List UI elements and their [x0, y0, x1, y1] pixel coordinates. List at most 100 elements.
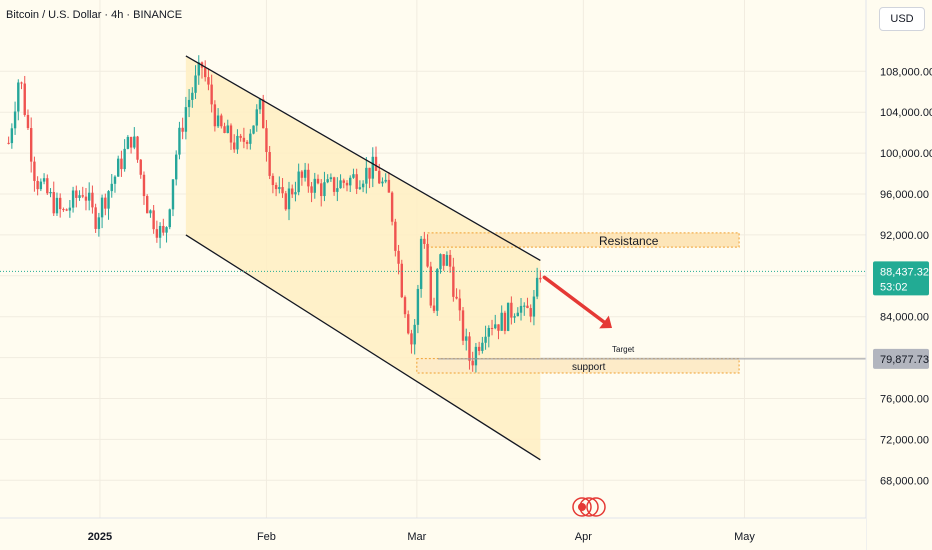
candle-body	[81, 195, 84, 197]
candle-body	[271, 175, 275, 186]
candle-body	[242, 137, 246, 142]
x-tick-label: 2025	[88, 531, 112, 543]
candle-body	[100, 197, 104, 218]
candle-body	[178, 127, 181, 155]
candle-body	[326, 179, 329, 183]
candle-body	[506, 302, 510, 331]
candle-body	[400, 263, 403, 298]
candle-body	[336, 188, 339, 192]
candle-body	[97, 217, 101, 229]
candle-body	[390, 192, 394, 222]
candle-body	[474, 346, 478, 366]
candle-body	[423, 238, 426, 244]
candle-body	[510, 302, 513, 318]
candle-body	[374, 156, 378, 171]
target-price-value: 79,877.73	[880, 354, 929, 366]
candle-body	[265, 128, 268, 153]
candle-body	[320, 183, 323, 197]
candle-body	[258, 99, 262, 110]
candle-body	[210, 84, 213, 105]
candle-body	[378, 170, 381, 184]
candle-body	[529, 308, 532, 317]
candle-body	[287, 188, 291, 210]
candle-body	[281, 187, 284, 194]
candle-body	[361, 183, 365, 188]
candle-body	[523, 305, 526, 307]
y-tick-label: 96,000.00	[880, 189, 929, 201]
candle-body	[10, 128, 14, 144]
candle-body	[397, 250, 400, 264]
candle-body	[84, 196, 88, 201]
target-price-badge: 79,877.73	[873, 348, 929, 369]
candle-body	[39, 181, 43, 190]
candle-body	[539, 277, 542, 280]
candle-body	[342, 180, 345, 183]
candle-body	[458, 298, 461, 311]
candle-body	[58, 197, 62, 210]
resistance-zone[interactable]	[427, 232, 740, 248]
candle-body	[181, 127, 184, 132]
watermark-logo-icon	[572, 497, 606, 517]
candle-body	[107, 191, 110, 209]
candle-body	[62, 209, 65, 211]
candle-body	[136, 136, 139, 160]
candle-body	[503, 312, 507, 331]
y-tick-label: 84,000.00	[880, 312, 929, 324]
candle-body	[452, 266, 455, 297]
resistance-label: Resistance	[599, 234, 659, 248]
candle-body	[158, 225, 162, 238]
candle-body	[345, 182, 349, 186]
currency-button[interactable]: USD	[879, 7, 925, 31]
x-tick-label: May	[734, 531, 755, 543]
candle-body	[126, 136, 130, 149]
candle-body	[278, 187, 281, 190]
candle-body	[75, 190, 78, 198]
candle-body	[110, 183, 113, 192]
candle-body	[426, 243, 429, 267]
y-tick-label: 104,000.00	[880, 107, 932, 119]
candle-body	[46, 178, 49, 194]
candle-body	[168, 209, 171, 228]
candle-body	[448, 254, 452, 267]
channel-lower-line[interactable]	[185, 234, 541, 461]
candle-body	[7, 142, 10, 144]
candle-body	[310, 186, 313, 193]
candle-body	[355, 174, 358, 189]
candle-body	[33, 161, 36, 181]
candle-body	[152, 210, 155, 230]
candle-body	[500, 312, 503, 331]
candle-body	[307, 169, 310, 187]
candle-body	[262, 99, 265, 129]
candle-body	[233, 142, 236, 150]
y-tick-label: 100,000.00	[880, 148, 932, 160]
candle-body	[303, 169, 307, 178]
candle-body	[413, 324, 416, 345]
candle-body	[23, 83, 26, 115]
candle-body	[171, 179, 175, 210]
candle-body	[226, 125, 229, 133]
candle-body	[403, 297, 407, 315]
candle-body	[329, 177, 333, 180]
candle-body	[187, 99, 191, 108]
candle-body	[461, 310, 465, 341]
channel-upper-line[interactable]	[185, 55, 541, 262]
candle-body	[468, 336, 471, 361]
bar-countdown: 53:02	[880, 281, 908, 293]
candle-body	[249, 133, 252, 144]
candle-body	[294, 192, 297, 195]
candle-body	[104, 197, 107, 209]
candle-body	[416, 288, 420, 325]
candle-body	[381, 181, 384, 184]
candle-body	[165, 227, 168, 233]
candle-body	[197, 62, 200, 76]
candle-body	[91, 192, 94, 208]
candle-body	[407, 314, 410, 334]
candle-body	[142, 174, 146, 197]
candle-body	[365, 167, 368, 184]
candle-body	[194, 75, 197, 93]
time-scale[interactable]	[0, 518, 866, 550]
candle-body	[445, 254, 449, 266]
candle-body	[300, 171, 304, 178]
candle-body	[313, 178, 316, 193]
